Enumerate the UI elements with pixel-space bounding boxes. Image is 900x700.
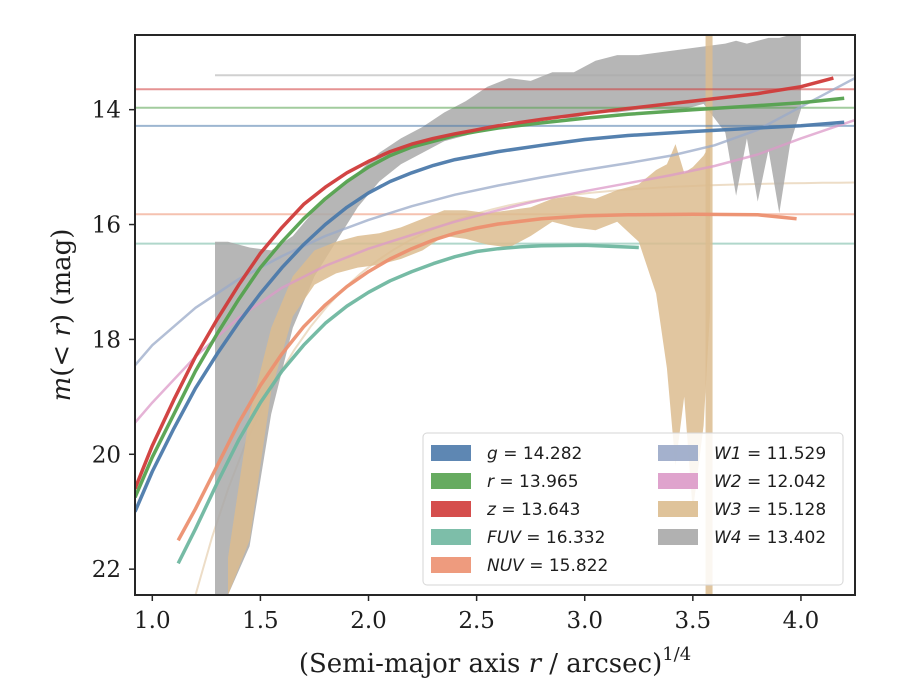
legend-entry-w1: W1 = 11.529: [658, 444, 826, 464]
legend-band-value: = 13.643: [496, 500, 581, 520]
legend-label-w4: W4 = 13.402: [714, 528, 826, 548]
legend-swatch-r: [431, 473, 471, 489]
y-tick-label: 18: [92, 327, 121, 353]
x-axis-label: (Semi-major axis r / arcsec)1/4: [299, 644, 691, 679]
legend-band-name: NUV: [487, 556, 525, 576]
legend-swatch-w4: [658, 529, 698, 545]
legend-label-nuv: NUV = 15.822: [487, 556, 608, 576]
legend-label-w3: W3 = 15.128: [714, 500, 826, 520]
legend-band-name: W3: [714, 500, 742, 520]
legend-label-w2: W2 = 12.042: [714, 472, 826, 492]
legend-band-value: = 12.042: [742, 472, 827, 492]
legend-band-value: = 13.965: [494, 472, 579, 492]
legend-label-fuv: FUV = 16.332: [487, 528, 605, 548]
plot-area: [135, 35, 855, 595]
x-tick-label: 3.5: [675, 608, 712, 634]
series-band-w4: [215, 35, 801, 595]
x-tick-label: 1.5: [242, 608, 279, 634]
series-line-w1: [135, 76, 855, 367]
legend-swatch-z: [431, 501, 471, 517]
legend-band-value: = 15.128: [742, 500, 827, 520]
legend-entry-z: z = 13.643: [431, 500, 580, 520]
x-tick-label: 1.0: [134, 608, 171, 634]
legend-label-z: z = 13.643: [486, 500, 580, 520]
legend-entry-g: g = 14.282: [431, 444, 582, 464]
legend-box: [422, 432, 844, 586]
legend-entry-w4: W4 = 13.402: [658, 528, 826, 548]
legend-band-name: W4: [714, 528, 742, 548]
x-tick-label: 4.0: [783, 608, 820, 634]
x-tick-label: 2.0: [350, 608, 387, 634]
legend-band-name: r: [487, 472, 495, 492]
y-axis-label-lt: <: [47, 337, 77, 367]
legend-entry-w2: W2 = 12.042: [658, 472, 826, 492]
legend-label-w1: W1 = 11.529: [714, 444, 826, 464]
legend-swatch-w2: [658, 473, 698, 489]
legend-entry-w3: W3 = 15.128: [658, 500, 826, 520]
y-axis-label-m: m: [47, 377, 77, 402]
legend-label-r: r = 13.965: [487, 472, 579, 492]
axes-frame: [134, 34, 856, 596]
legend-label-g: g = 14.282: [487, 444, 582, 464]
legend-entry-fuv: FUV = 16.332: [431, 528, 605, 548]
legend-band-value: = 14.282: [498, 444, 583, 464]
y-tick-label: 20: [92, 442, 121, 468]
series-line-g: [135, 120, 845, 513]
series-line-r: [135, 96, 845, 499]
y-tick-label: 14: [92, 98, 121, 124]
legend-band-value: = 15.822: [524, 556, 609, 576]
x-tick-label: 3.0: [566, 608, 603, 634]
series-line-z: [135, 76, 834, 490]
legend-entry-r: r = 13.965: [431, 472, 579, 492]
legend-band-value: = 13.402: [742, 528, 827, 548]
legend-swatch-w3: [658, 501, 698, 517]
axis-ticks: 1.0 1.5 2.0 2.5 3.0 3.5 4.0 14 16 18 20 22: [92, 98, 820, 634]
legend-band-value: = 11.529: [742, 444, 827, 464]
legend-band-name: W2: [714, 472, 742, 492]
x-axis-label-main: (Semi-major axis: [299, 649, 529, 679]
legend-band-name: g: [487, 444, 498, 464]
series-line-fuv: [176, 243, 639, 565]
y-tick-label: 22: [92, 557, 121, 583]
legend-swatch-g: [431, 445, 471, 461]
legend-swatch-w1: [658, 445, 698, 461]
legend-entry-nuv: NUV = 15.822: [431, 556, 608, 576]
x-axis-label-exponent: 1/4: [662, 644, 691, 665]
legend-band-value: = 16.332: [521, 528, 606, 548]
y-axis-label-open: (: [47, 367, 77, 377]
series-line-w2: [135, 118, 855, 424]
fit-line-w3: [194, 181, 855, 595]
legend-swatch-fuv: [431, 529, 471, 545]
legend-band-name: z: [486, 500, 497, 520]
legend-band-name: FUV: [487, 528, 522, 548]
legend-swatch-nuv: [431, 557, 471, 573]
x-axis-label-var: r: [529, 649, 543, 679]
y-axis-label-r: r: [47, 323, 77, 337]
y-axis-label-close: ) (mag): [47, 229, 77, 325]
y-tick-label: 16: [92, 213, 121, 239]
series-line-nuv: [176, 212, 797, 542]
x-axis-label-rest: / arcsec): [541, 649, 662, 679]
y-axis-label: m(< r) (mag): [47, 229, 77, 402]
x-tick-label: 2.5: [458, 608, 495, 634]
legend-band-name: W1: [714, 444, 742, 464]
